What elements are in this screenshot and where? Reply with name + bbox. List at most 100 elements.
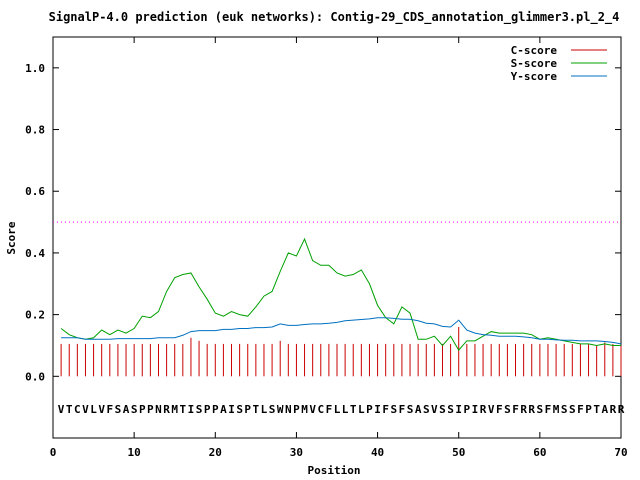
sequence-letter: S	[447, 403, 454, 416]
sequence-letter: I	[374, 403, 381, 416]
y-tick-label: 0.0	[25, 370, 45, 383]
x-tick-label: 50	[452, 446, 465, 459]
sequence-letter: M	[553, 403, 560, 416]
sequence-letter: S	[537, 403, 544, 416]
y-tick-label: 0.4	[25, 247, 45, 260]
x-axis-label: Position	[308, 464, 361, 477]
sequence-letter: I	[188, 403, 195, 416]
series-s-score	[60, 237, 621, 351]
sequence-letter: T	[253, 403, 260, 416]
sequence-letter: R	[480, 403, 487, 416]
y-score-line	[61, 317, 622, 345]
sequence-letter: V	[82, 403, 89, 416]
sequence-letter: S	[569, 403, 576, 416]
sequence-letter: I	[472, 403, 479, 416]
sequence-letter: P	[244, 403, 251, 416]
sequence-letter: M	[171, 403, 178, 416]
y-axis: 0.0 0.2 0.4 0.6 0.8 1.0	[25, 62, 621, 383]
sequence-letter: L	[342, 403, 349, 416]
y-tick-label: 0.2	[25, 309, 45, 322]
sequence-letter: P	[204, 403, 211, 416]
sequence-letter: F	[382, 403, 389, 416]
x-tick-label: 30	[290, 446, 303, 459]
sequence-letter: F	[545, 403, 552, 416]
x-tick-label: 60	[533, 446, 546, 459]
sequence-letter: V	[309, 403, 316, 416]
sequence-letter: I	[228, 403, 235, 416]
sequence-letter: F	[577, 403, 584, 416]
sequence-letter: T	[66, 403, 73, 416]
x-tick-label: 70	[614, 446, 627, 459]
sequence-letter: R	[610, 403, 617, 416]
sequence-letter: V	[488, 403, 495, 416]
sequence-letter: V	[58, 403, 65, 416]
x-tick-label: 10	[128, 446, 141, 459]
sequence-letter: P	[147, 403, 154, 416]
sequence-letter: S	[196, 403, 203, 416]
sequence-letter: S	[131, 403, 138, 416]
sequence-letter: R	[528, 403, 535, 416]
sequence-letter: V	[431, 403, 438, 416]
sequence-letter: C	[74, 403, 81, 416]
chart-title: SignalP-4.0 prediction (euk networks): C…	[49, 10, 620, 25]
series-layer	[60, 237, 622, 377]
sequence-letter: S	[407, 403, 414, 416]
sequence-letter: S	[439, 403, 446, 416]
x-tick-label: 0	[50, 446, 57, 459]
sequence-letter: L	[358, 403, 365, 416]
sequence-letter: A	[415, 403, 422, 416]
sequence-letter: N	[155, 403, 162, 416]
x-axis: 0 10 20 30 40 50 60 70	[50, 37, 628, 459]
y-tick-label: 1.0	[25, 62, 45, 75]
sequence-letter: M	[301, 403, 308, 416]
legend-label-c: C-score	[511, 44, 558, 57]
s-score-line	[60, 237, 621, 351]
y-axis-label: Score	[5, 221, 18, 254]
sequence-letter: P	[139, 403, 146, 416]
sequence-letter: P	[212, 403, 219, 416]
sequence-letter: F	[496, 403, 503, 416]
sequence-letter: T	[350, 403, 357, 416]
sequence-letter: S	[423, 403, 430, 416]
sequence-letter: A	[601, 403, 608, 416]
y-tick-label: 0.8	[25, 124, 45, 137]
sequence-letter: S	[561, 403, 568, 416]
sequence-letter: C	[317, 403, 324, 416]
sequence-letter: F	[106, 403, 113, 416]
x-tick-label: 40	[371, 446, 384, 459]
sequence-letter: L	[90, 403, 97, 416]
sequence-letter: S	[390, 403, 397, 416]
sequence-letter: A	[220, 403, 227, 416]
sequence-letter: V	[98, 403, 105, 416]
sequence-letter: L	[334, 403, 341, 416]
plot-frame	[52, 36, 622, 439]
sequence-letter: R	[520, 403, 527, 416]
sequence-letter: I	[455, 403, 462, 416]
sequence-letter: F	[326, 403, 333, 416]
sequence-letter: S	[236, 403, 243, 416]
sequence-letter: S	[269, 403, 276, 416]
series-c-score	[60, 326, 622, 377]
sequence-letter: P	[464, 403, 471, 416]
sequence-letter: P	[293, 403, 300, 416]
legend-label-y: Y-score	[511, 70, 558, 83]
sequence-letter: F	[399, 403, 406, 416]
series-y-score	[61, 317, 622, 345]
sequence-letter: T	[593, 403, 600, 416]
sequence-letter: S	[115, 403, 122, 416]
sequence-letter: P	[585, 403, 592, 416]
sequence-letter: P	[366, 403, 373, 416]
sequence-letter: F	[512, 403, 519, 416]
sequence-letter: N	[285, 403, 292, 416]
sequence-letter: L	[261, 403, 268, 416]
sequence-letter: W	[277, 403, 284, 416]
sequence-letter: S	[504, 403, 511, 416]
y-tick-label: 0.6	[25, 185, 45, 198]
sequence-letter: T	[180, 403, 187, 416]
sequence-letter: R	[618, 403, 625, 416]
sequence-letter: A	[123, 403, 130, 416]
sequence-letter: R	[163, 403, 170, 416]
